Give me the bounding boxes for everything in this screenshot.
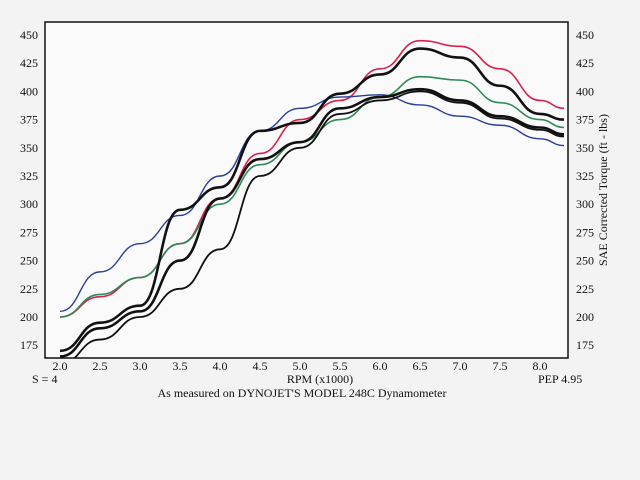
x-tick-label: 5.0	[293, 359, 308, 373]
x-tick-label: 5.5	[333, 359, 348, 373]
y-tick-label-right: 400	[576, 84, 594, 98]
left-note: S = 4	[32, 372, 57, 386]
y-tick-label-right: 225	[576, 282, 594, 296]
y-tick-label-right: 450	[576, 28, 594, 42]
y-tick-label-left: 225	[20, 282, 38, 296]
series-line-black-1	[59, 47, 565, 353]
plot-frame	[44, 21, 569, 359]
y-axis-label: SAE Corrected Torque (ft - lbs)	[596, 114, 610, 266]
x-tick-label: 4.0	[213, 359, 228, 373]
y-tick-label-right: 300	[576, 197, 594, 211]
x-tick-label: 6.5	[413, 359, 428, 373]
y-tick-label-left: 400	[20, 84, 38, 98]
right-note: PEP 4.95	[538, 372, 582, 386]
x-tick-label: 2.5	[93, 359, 108, 373]
y-tick-label-left: 375	[20, 113, 38, 127]
series-line-green	[59, 75, 565, 318]
series-line-black-2	[59, 87, 565, 358]
x-tick-label: 7.5	[493, 359, 508, 373]
x-tick-label: 8.0	[533, 359, 548, 373]
x-tick-label: 2.0	[53, 359, 68, 373]
series-line-blue	[59, 94, 565, 313]
x-axis-label: RPM (x1000)	[287, 372, 353, 386]
y-tick-label-left: 175	[20, 338, 38, 352]
y-tick-label-right: 250	[576, 254, 594, 268]
y-tick-label-right: 175	[576, 338, 594, 352]
y-tick-label-left: 300	[20, 197, 38, 211]
x-tick-label: 7.0	[453, 359, 468, 373]
y-tick-label-right: 350	[576, 141, 594, 155]
y-tick-label-right: 325	[576, 169, 594, 183]
y-tick-label-left: 450	[20, 28, 38, 42]
caption: As measured on DYNOJET'S MODEL 248C Dyna…	[157, 386, 446, 400]
y-tick-label-right: 275	[576, 225, 594, 239]
series-line-black-3	[73, 90, 565, 358]
y-tick-label-left: 350	[20, 141, 38, 155]
y-tick-label-left: 250	[20, 254, 38, 268]
x-tick-label: 4.5	[253, 359, 268, 373]
x-tick-label: 6.0	[373, 359, 388, 373]
y-tick-label-right: 375	[576, 113, 594, 127]
x-tick-label: 3.5	[173, 359, 188, 373]
y-tick-label-left: 325	[20, 169, 38, 183]
y-tick-label-left: 425	[20, 56, 38, 70]
x-tick-label: 3.0	[133, 359, 148, 373]
y-tick-label-left: 200	[20, 310, 38, 324]
y-tick-label-left: 275	[20, 225, 38, 239]
y-tick-label-right: 200	[576, 310, 594, 324]
y-tick-label-right: 425	[576, 56, 594, 70]
